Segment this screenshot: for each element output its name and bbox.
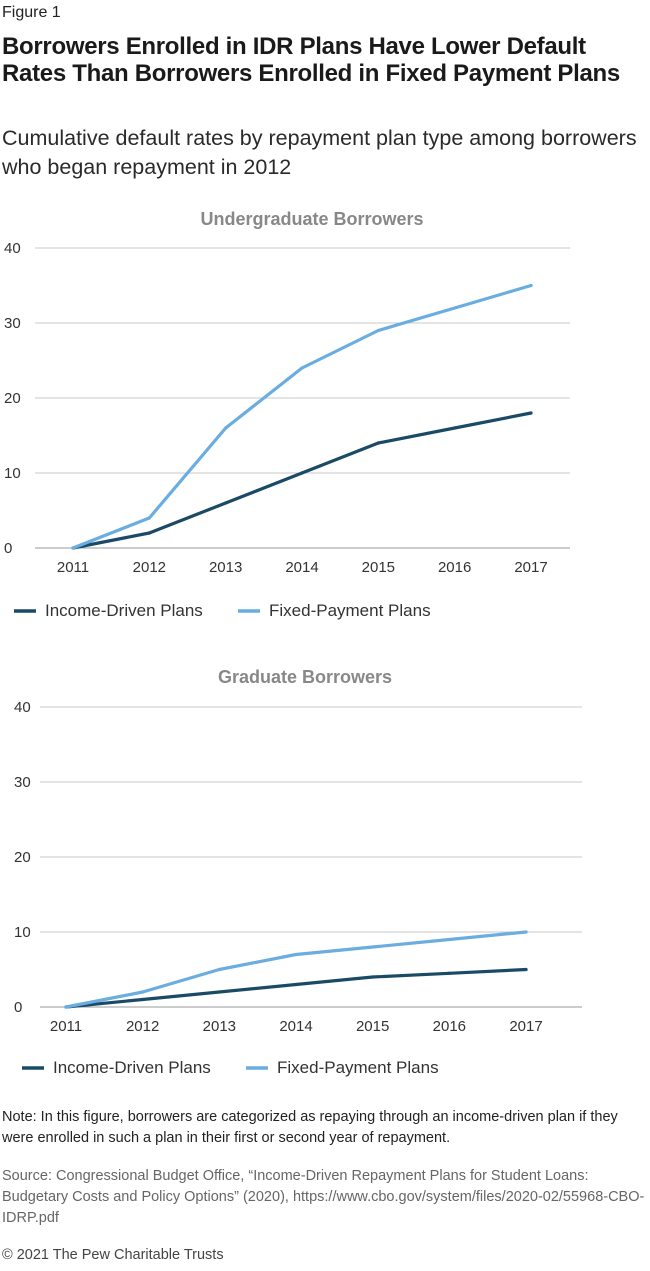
data-point-fixed-payment <box>376 328 380 333</box>
y-tick-label: 30 <box>14 774 31 791</box>
data-point-fixed-payment <box>371 945 375 949</box>
series-line-fixed-payment <box>71 283 533 550</box>
legend-label: Fixed-Payment Plans <box>277 1058 439 1077</box>
figure-subtitle: Cumulative default rates by repayment pl… <box>2 126 637 179</box>
x-tick-label: 2013 <box>209 559 242 576</box>
y-tick-label: 40 <box>14 699 31 716</box>
y-tick-label: 20 <box>14 849 31 866</box>
data-point-income-driven <box>524 967 528 972</box>
figure-title: Borrowers Enrolled in IDR Plans Have Low… <box>2 33 620 87</box>
x-tick-label: 2013 <box>203 1018 236 1035</box>
copyright-notice: © 2021 The Pew Charitable Trusts <box>2 1247 224 1263</box>
data-point-fixed-payment <box>224 426 228 430</box>
data-point-fixed-payment <box>294 952 298 957</box>
x-tick-label: 2017 <box>514 559 547 576</box>
data-point-income-driven <box>529 411 533 415</box>
data-point-income-driven <box>147 531 151 535</box>
figure-note: Note: In this figure, borrowers are cate… <box>2 1109 618 1146</box>
legend-label: Income-Driven Plans <box>53 1058 211 1077</box>
source-citation: Source: Congressional Budget Office, “In… <box>2 1168 645 1226</box>
data-point-income-driven <box>300 471 304 475</box>
data-point-fixed-payment <box>300 366 304 370</box>
data-point-fixed-payment <box>71 546 75 550</box>
y-tick-label: 10 <box>4 465 21 482</box>
y-tick-label: 10 <box>14 924 31 941</box>
x-tick-label: 2016 <box>438 559 471 576</box>
x-tick-label: 2015 <box>356 1018 389 1035</box>
data-point-income-driven <box>141 997 145 1002</box>
x-tick-label: 2011 <box>57 559 89 576</box>
panel-title: Graduate Borrowers <box>218 667 392 687</box>
legend-label: Income-Driven Plans <box>45 601 203 620</box>
data-point-income-driven <box>217 990 221 994</box>
data-point-fixed-payment <box>147 516 151 520</box>
y-tick-label: 0 <box>4 540 12 557</box>
data-point-fixed-payment <box>217 967 221 972</box>
x-tick-label: 2015 <box>362 559 395 576</box>
y-tick-label: 0 <box>14 999 22 1016</box>
series-line-income-driven <box>71 411 533 550</box>
y-tick-label: 20 <box>4 390 21 407</box>
data-point-income-driven <box>453 426 457 430</box>
y-tick-label: 40 <box>4 240 21 257</box>
x-tick-label: 2014 <box>279 1018 312 1035</box>
data-point-income-driven <box>376 441 380 445</box>
data-point-fixed-payment <box>447 937 451 942</box>
legend-label: Fixed-Payment Plans <box>269 601 431 620</box>
figure-label: Figure 1 <box>2 4 61 21</box>
x-tick-label: 2012 <box>126 1018 159 1035</box>
y-tick-label: 30 <box>4 315 21 332</box>
data-point-fixed-payment <box>524 930 528 934</box>
data-point-income-driven <box>371 975 375 979</box>
x-tick-label: 2017 <box>509 1018 542 1035</box>
series-line-fixed-payment <box>64 930 528 1009</box>
data-point-income-driven <box>224 501 228 505</box>
x-tick-label: 2014 <box>285 559 318 576</box>
data-point-income-driven <box>294 982 298 987</box>
data-point-fixed-payment <box>529 283 533 288</box>
panel-title: Undergraduate Borrowers <box>200 209 423 229</box>
undergraduate-chart: Undergraduate Borrowers 0 10 20 30 40 2011 2012… <box>4 209 570 620</box>
x-tick-label: 2016 <box>433 1018 466 1035</box>
series-line-income-driven <box>64 967 528 1009</box>
data-point-fixed-payment <box>453 306 457 310</box>
data-point-income-driven <box>447 971 451 975</box>
x-tick-label: 2011 <box>50 1018 82 1035</box>
graduate-chart: Graduate Borrowers 0 10 20 30 40 2011 2012 2013 2… <box>14 667 582 1077</box>
data-point-fixed-payment <box>141 990 145 994</box>
data-point-fixed-payment <box>64 1005 68 1009</box>
x-tick-label: 2012 <box>133 559 166 576</box>
